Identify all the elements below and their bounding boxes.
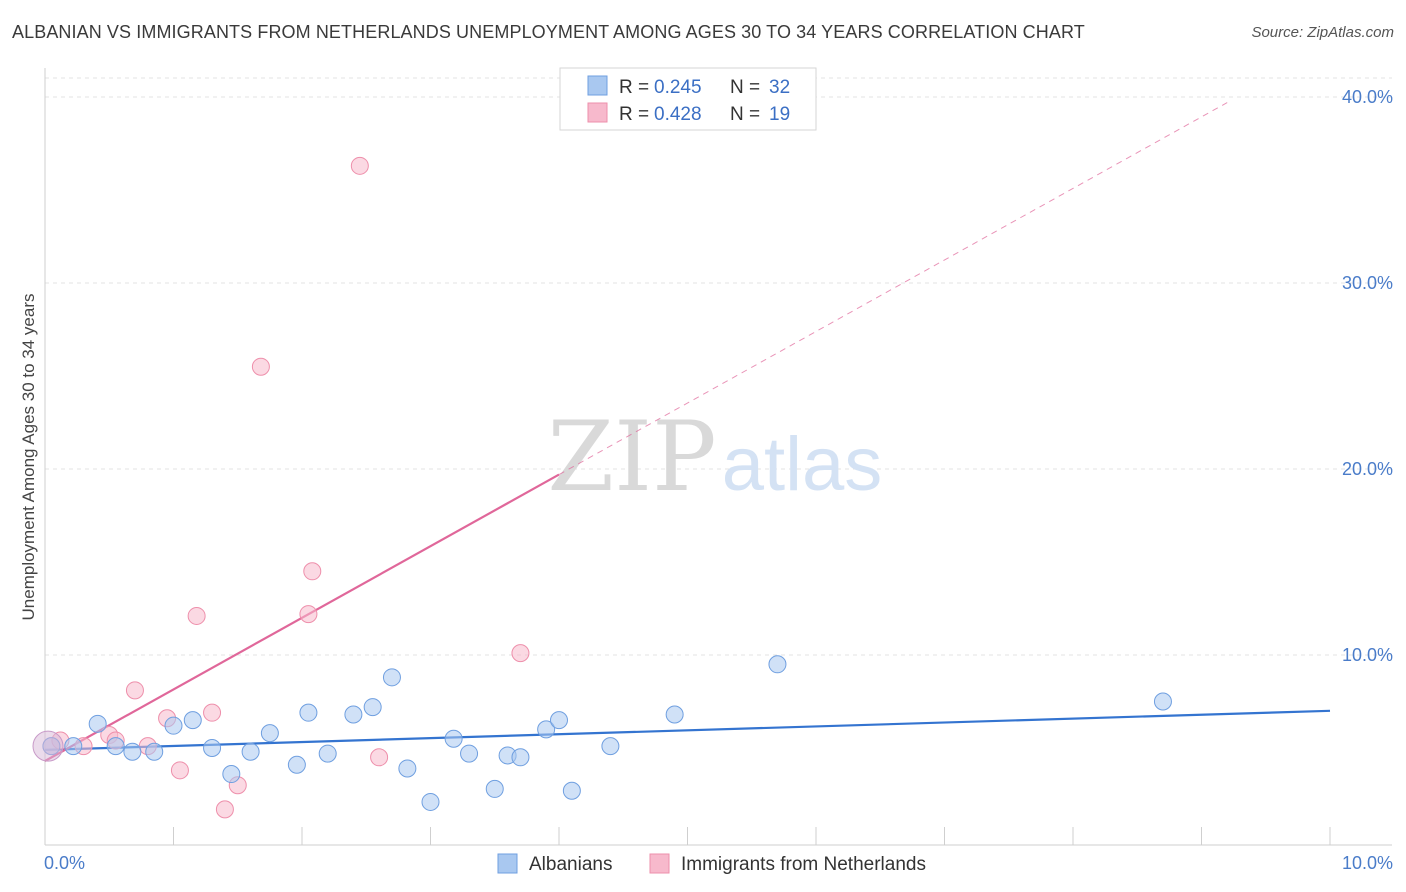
watermark-zip: ZIP	[547, 401, 716, 513]
data-point-albanians	[241, 742, 260, 761]
legend-r-value: 0.245	[654, 77, 702, 98]
y-tick-label: 40.0%	[1342, 87, 1393, 107]
legend-n-label: N =	[730, 77, 760, 98]
data-point-albanians	[485, 779, 504, 798]
data-point-albanians	[344, 705, 363, 724]
legend-n-value: 32	[769, 77, 790, 98]
data-point-albanians	[444, 729, 463, 748]
data-point-albanians	[123, 742, 142, 761]
data-point-netherlands	[251, 357, 270, 376]
data-point-netherlands	[215, 800, 234, 819]
data-point-netherlands	[350, 156, 369, 175]
legend-n-value: 19	[769, 104, 790, 125]
legend-swatch	[587, 102, 608, 123]
y-tick-label: 20.0%	[1342, 459, 1393, 479]
legend-swatch	[587, 75, 608, 96]
data-point-albanians	[601, 737, 620, 756]
data-point-albanians	[1153, 692, 1172, 711]
y-tick-label: 10.0%	[1342, 645, 1393, 665]
bottom-legend-label: Albanians	[529, 854, 612, 875]
data-point-albanians	[299, 703, 318, 722]
data-points	[32, 156, 1172, 819]
data-point-albanians	[537, 720, 556, 739]
data-point-albanians	[382, 668, 401, 687]
data-point-albanians	[460, 744, 479, 763]
data-point-albanians	[183, 711, 202, 730]
data-point-netherlands	[511, 644, 530, 663]
y-tick-labels: 10.0% 20.0% 30.0% 40.0%	[1342, 87, 1393, 665]
data-point-netherlands	[125, 681, 144, 700]
watermark-atlas: atlas	[722, 422, 883, 507]
data-point-netherlands	[299, 605, 318, 624]
data-point-albanians	[550, 711, 568, 730]
data-point-netherlands	[187, 606, 206, 625]
data-point-netherlands	[370, 748, 389, 767]
data-point-albanians	[768, 655, 787, 674]
watermark: ZIP atlas	[547, 401, 882, 513]
data-point-albanians	[106, 737, 125, 756]
data-point-albanians	[363, 698, 382, 717]
data-point-albanians	[318, 744, 337, 763]
trend-line-albanians	[44, 709, 1331, 751]
data-point-albanians	[164, 716, 183, 735]
grid-lines	[45, 77, 1392, 656]
axes	[44, 68, 1392, 846]
data-point-netherlands	[170, 761, 189, 780]
data-point-albanians	[665, 705, 684, 724]
data-point-albanians	[260, 724, 279, 743]
data-point-albanians	[562, 781, 581, 800]
data-point-albanians	[421, 792, 440, 811]
data-point-albanians	[222, 765, 241, 784]
chart-title: ALBANIAN VS IMMIGRANTS FROM NETHERLANDS …	[12, 22, 1085, 42]
x-tick-labels: 0.0% 10.0%	[44, 853, 1393, 873]
legend-r-value: 0.428	[654, 104, 702, 125]
data-point-albanians	[398, 759, 417, 778]
chart-source: Source: ZipAtlas.com	[1251, 24, 1394, 41]
legend-r-label: R =	[619, 104, 649, 125]
data-point-netherlands	[203, 703, 222, 722]
data-point-albanians	[203, 739, 222, 757]
x-tick-label: 10.0%	[1342, 853, 1393, 873]
data-point-albanians	[145, 742, 164, 761]
data-point-albanians	[64, 737, 83, 756]
bottom-legend-swatch	[497, 853, 518, 874]
data-point-albanians	[511, 748, 530, 767]
bottom-legend-label: Immigrants from Netherlands	[681, 854, 926, 875]
legend-bottom: Albanians Immigrants from Netherlands	[497, 853, 926, 875]
y-tick-label: 30.0%	[1342, 273, 1393, 293]
bottom-legend-swatch	[649, 853, 670, 874]
trend-line-extension	[558, 102, 1228, 476]
y-axis-label: Unemployment Among Ages 30 to 34 years	[19, 294, 38, 621]
data-point-albanians	[287, 755, 306, 774]
legend-n-label: N =	[730, 104, 760, 125]
data-point-albanians	[88, 714, 107, 733]
data-point-cluster	[32, 730, 64, 762]
x-tick-label: 0.0%	[44, 853, 85, 873]
legend-r-label: R =	[619, 77, 649, 98]
data-point-netherlands	[303, 562, 322, 581]
legend-top: R = 0.245 N = 32 R = 0.428 N = 19	[559, 67, 817, 131]
